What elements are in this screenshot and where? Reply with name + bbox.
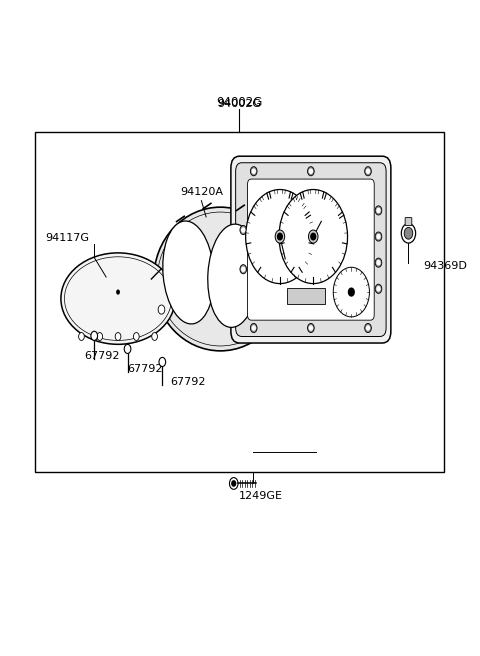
Ellipse shape [163, 221, 214, 324]
Circle shape [133, 333, 139, 340]
Circle shape [279, 190, 348, 283]
FancyBboxPatch shape [236, 163, 386, 337]
FancyBboxPatch shape [231, 156, 391, 343]
Circle shape [377, 209, 380, 213]
Circle shape [377, 234, 380, 239]
Circle shape [333, 267, 370, 317]
Circle shape [242, 267, 245, 272]
Circle shape [375, 232, 382, 241]
Circle shape [348, 288, 354, 296]
Text: 67792: 67792 [128, 364, 163, 374]
Circle shape [232, 481, 236, 486]
Circle shape [308, 323, 314, 333]
Circle shape [158, 305, 165, 314]
Text: 94002G: 94002G [216, 96, 263, 109]
Circle shape [252, 326, 255, 330]
Circle shape [367, 326, 370, 330]
Text: 67792: 67792 [84, 351, 120, 361]
Circle shape [377, 287, 380, 291]
Circle shape [251, 167, 257, 176]
Circle shape [252, 169, 255, 173]
Circle shape [124, 344, 131, 354]
Ellipse shape [157, 212, 284, 346]
Circle shape [310, 326, 312, 330]
Circle shape [275, 230, 285, 243]
Circle shape [367, 169, 370, 173]
Circle shape [97, 333, 103, 340]
Ellipse shape [61, 253, 175, 344]
Text: 94120A: 94120A [180, 188, 223, 197]
Circle shape [375, 284, 382, 293]
Text: 67792: 67792 [170, 377, 206, 387]
Bar [287, 287, 325, 304]
Circle shape [310, 169, 312, 173]
Circle shape [277, 234, 282, 240]
Circle shape [311, 234, 316, 240]
Circle shape [159, 358, 166, 367]
Circle shape [229, 478, 238, 489]
Circle shape [240, 226, 247, 235]
Circle shape [91, 331, 97, 340]
Circle shape [79, 333, 84, 340]
Circle shape [240, 264, 247, 274]
Ellipse shape [154, 207, 287, 351]
Ellipse shape [64, 256, 172, 340]
Circle shape [365, 323, 372, 333]
Circle shape [116, 289, 120, 295]
Ellipse shape [208, 224, 259, 327]
FancyBboxPatch shape [248, 179, 374, 320]
Circle shape [308, 167, 314, 176]
Circle shape [251, 323, 257, 333]
Text: 94369D: 94369D [423, 261, 467, 271]
Circle shape [377, 260, 380, 265]
Circle shape [365, 167, 372, 176]
Circle shape [242, 228, 245, 232]
Circle shape [375, 258, 382, 267]
Text: 1249GE: 1249GE [239, 491, 283, 501]
Circle shape [246, 190, 314, 283]
Circle shape [404, 228, 413, 239]
Circle shape [115, 333, 121, 340]
Circle shape [309, 230, 318, 243]
FancyBboxPatch shape [405, 218, 412, 226]
Circle shape [152, 333, 157, 340]
Text: 94117G: 94117G [46, 233, 89, 243]
Bar [35, 132, 444, 472]
Circle shape [401, 224, 416, 243]
Circle shape [375, 206, 382, 215]
Text: 94002G: 94002G [217, 99, 262, 109]
